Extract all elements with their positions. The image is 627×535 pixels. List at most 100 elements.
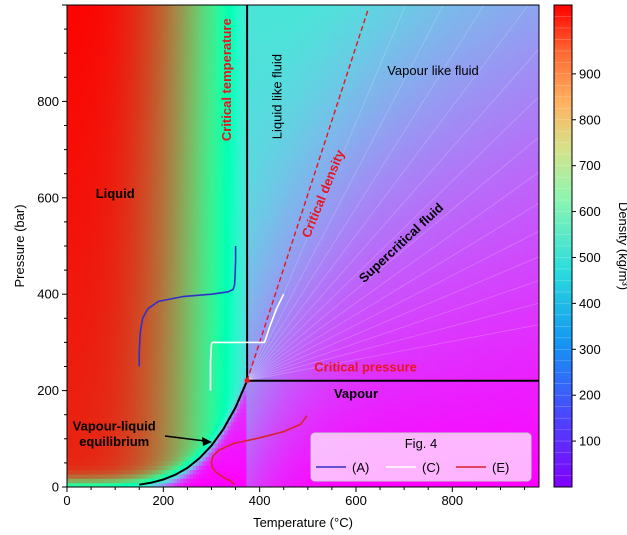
heatmap-cell bbox=[76, 5, 81, 10]
heatmap-cell bbox=[70, 114, 74, 120]
heatmap-cell bbox=[82, 320, 87, 326]
heatmap-cell bbox=[104, 416, 109, 422]
heatmap-cell bbox=[139, 421, 144, 427]
heatmap-cell bbox=[82, 465, 87, 471]
heatmap-cell bbox=[186, 241, 191, 247]
heatmap-cell bbox=[173, 189, 178, 195]
heatmap-cell bbox=[120, 61, 125, 67]
heatmap-cell bbox=[158, 346, 162, 352]
heatmap-cell bbox=[120, 22, 125, 28]
heatmap-cell bbox=[139, 381, 144, 387]
heatmap-cell bbox=[76, 132, 81, 138]
heatmap-cell bbox=[136, 359, 140, 365]
heatmap-cell bbox=[186, 285, 191, 291]
heatmap-cell bbox=[76, 289, 81, 295]
heatmap-cell bbox=[205, 338, 210, 343]
heatmap-cell bbox=[189, 394, 194, 400]
heatmap-cell bbox=[180, 132, 185, 138]
heatmap-cell bbox=[129, 285, 134, 291]
heatmap-cell bbox=[114, 66, 118, 72]
heatmap-cell bbox=[189, 224, 194, 230]
heatmap-cell bbox=[205, 189, 210, 195]
heatmap-cell bbox=[145, 215, 150, 221]
heatmap-cell bbox=[155, 197, 159, 203]
heatmap-cell bbox=[192, 202, 197, 208]
heatmap-cell bbox=[82, 377, 87, 383]
heatmap-cell bbox=[73, 61, 78, 67]
heatmap-cell bbox=[177, 241, 181, 247]
heatmap-cell bbox=[136, 132, 140, 138]
heatmap-cell bbox=[120, 425, 125, 431]
heatmap-cell bbox=[89, 246, 93, 251]
heatmap-cell bbox=[177, 394, 181, 400]
heatmap-cell bbox=[117, 206, 122, 212]
heatmap-cell bbox=[189, 342, 194, 348]
heatmap-cell bbox=[196, 478, 200, 484]
heatmap-cell bbox=[133, 149, 137, 155]
heatmap-cell bbox=[155, 123, 159, 129]
heatmap-cell bbox=[151, 105, 156, 111]
heatmap-cell bbox=[164, 70, 169, 76]
heatmap-cell bbox=[205, 394, 210, 400]
heatmap-cell bbox=[95, 359, 100, 365]
heatmap-cell bbox=[170, 210, 175, 216]
heatmap-cell bbox=[202, 48, 207, 54]
heatmap-cell bbox=[85, 44, 90, 50]
heatmap-cell bbox=[189, 412, 194, 418]
heatmap-cell bbox=[155, 465, 159, 471]
heatmap-cell bbox=[67, 44, 71, 50]
heatmap-cell bbox=[148, 210, 153, 216]
heatmap-cell bbox=[98, 48, 103, 54]
heatmap-cell bbox=[148, 202, 153, 208]
heatmap-cell bbox=[117, 469, 122, 475]
heatmap-cell bbox=[120, 237, 125, 243]
heatmap-cell bbox=[85, 324, 90, 330]
heatmap-cell bbox=[186, 482, 191, 487]
heatmap-cell bbox=[170, 40, 175, 46]
heatmap-cell bbox=[92, 381, 96, 387]
heatmap-cell bbox=[180, 302, 185, 308]
heatmap-cell bbox=[202, 390, 207, 396]
heatmap-cell bbox=[85, 412, 90, 418]
heatmap-cell bbox=[186, 307, 191, 313]
heatmap-cell bbox=[82, 132, 87, 138]
heatmap-cell bbox=[180, 307, 185, 313]
heatmap-cell bbox=[183, 456, 188, 462]
heatmap-cell bbox=[73, 302, 78, 308]
heatmap-cell bbox=[129, 438, 134, 444]
heatmap-cell bbox=[98, 224, 103, 230]
heatmap-cell bbox=[101, 215, 106, 221]
heatmap-cell bbox=[76, 224, 81, 230]
heatmap-cell bbox=[158, 92, 162, 98]
heatmap-cell bbox=[98, 114, 103, 120]
heatmap-cell bbox=[205, 430, 210, 436]
heatmap-cell bbox=[133, 390, 137, 396]
heatmap-cell bbox=[76, 197, 81, 203]
heatmap-cell bbox=[82, 373, 87, 379]
heatmap-cell bbox=[158, 31, 162, 37]
heatmap-cell bbox=[107, 18, 112, 24]
heatmap-cell bbox=[85, 377, 90, 383]
heatmap-cell bbox=[145, 320, 150, 326]
heatmap-cell bbox=[107, 66, 112, 72]
heatmap-cell bbox=[107, 346, 112, 352]
heatmap-cell bbox=[199, 430, 203, 436]
heatmap-cell bbox=[148, 118, 153, 124]
heatmap-cell bbox=[196, 136, 200, 142]
heatmap-cell bbox=[114, 5, 118, 10]
heatmap-cell bbox=[205, 140, 210, 146]
heatmap-cell bbox=[95, 18, 100, 24]
heatmap-cell bbox=[170, 324, 175, 330]
heatmap-cell bbox=[170, 338, 175, 343]
heatmap-cell bbox=[117, 132, 122, 138]
heatmap-cell bbox=[136, 302, 140, 308]
heatmap-cell bbox=[117, 329, 122, 335]
heatmap-cell bbox=[120, 276, 125, 282]
heatmap-cell bbox=[205, 351, 210, 357]
heatmap-cell bbox=[98, 289, 103, 295]
heatmap-cell bbox=[89, 298, 93, 304]
heatmap-cell bbox=[177, 272, 181, 278]
heatmap-cell bbox=[167, 26, 172, 32]
heatmap-cell bbox=[95, 298, 100, 304]
heatmap-cell bbox=[136, 478, 140, 484]
